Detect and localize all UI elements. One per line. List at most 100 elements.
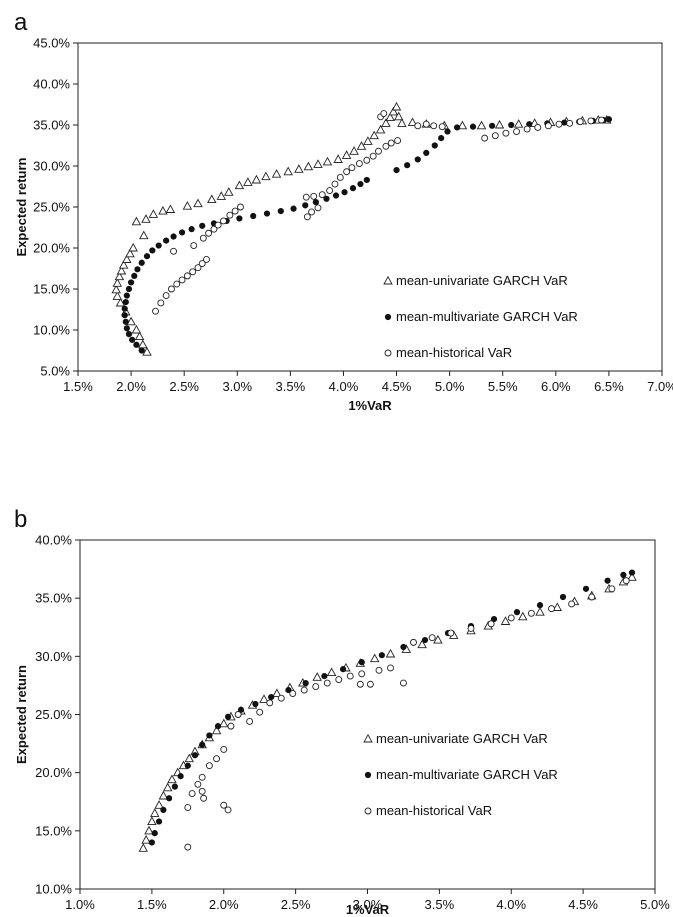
data-point — [194, 780, 202, 788]
data-point — [112, 278, 123, 287]
data-point — [165, 204, 176, 213]
plot-area — [79, 539, 656, 890]
data-point — [198, 773, 206, 781]
data-point — [393, 111, 404, 121]
data-point — [129, 336, 136, 343]
data-point — [224, 806, 232, 814]
data-point — [131, 324, 142, 334]
y-tick-label: 25.0% — [33, 200, 70, 215]
x-tick-label: 4.0% — [329, 379, 359, 394]
data-point — [566, 119, 574, 127]
data-point — [154, 800, 164, 809]
data-point — [356, 680, 364, 688]
data-point — [385, 112, 395, 122]
data-point — [128, 242, 138, 252]
legend-label: mean-univariate GARCH VaR — [376, 731, 548, 746]
legend-label: mean-historical VaR — [396, 345, 512, 360]
data-point — [205, 762, 213, 770]
data-point — [234, 180, 245, 190]
data-point — [431, 142, 438, 149]
data-point — [397, 118, 407, 127]
data-point — [404, 162, 411, 169]
data-point — [125, 285, 133, 293]
data-point — [184, 753, 194, 763]
data-point — [261, 171, 271, 181]
data-point — [513, 128, 520, 136]
data-point — [355, 160, 363, 167]
x-tick-label: 7.0% — [647, 379, 673, 394]
data-point — [308, 208, 316, 216]
data-point — [313, 159, 323, 168]
data-point — [220, 801, 228, 809]
data-point — [193, 198, 203, 208]
data-point — [167, 774, 177, 784]
data-point — [622, 577, 630, 585]
data-point — [213, 755, 221, 763]
data-point — [366, 680, 374, 688]
x-tick-label: 5.0% — [435, 379, 465, 394]
y-tick-label: 15.0% — [33, 282, 70, 297]
data-point — [348, 164, 356, 172]
y-tick-label: 35.0% — [35, 591, 72, 606]
data-point — [302, 193, 310, 201]
series-1 — [148, 569, 636, 846]
data-point — [394, 137, 402, 145]
data-point — [126, 316, 136, 326]
data-point — [417, 639, 427, 649]
data-point — [188, 790, 196, 798]
panel-label: a — [14, 9, 28, 36]
data-point — [369, 130, 379, 140]
data-point — [302, 202, 309, 209]
data-point — [400, 643, 407, 651]
data-point — [513, 119, 524, 128]
data-point — [134, 331, 145, 341]
data-point — [122, 254, 132, 263]
data-point — [544, 122, 552, 130]
legend-label: mean-historical VaR — [376, 803, 492, 818]
x-tick-label: 2.5% — [169, 379, 199, 394]
data-point — [356, 141, 367, 150]
data-point — [369, 653, 380, 663]
data-point — [627, 572, 637, 581]
data-point — [303, 161, 314, 171]
data-point — [457, 120, 468, 130]
data-point — [467, 624, 475, 632]
data-point — [277, 208, 284, 215]
data-point — [605, 116, 613, 123]
data-point — [294, 164, 304, 173]
y-tick-label: 30.0% — [33, 159, 70, 174]
data-point — [206, 732, 213, 739]
data-point — [620, 571, 627, 579]
data-point — [438, 123, 446, 131]
data-point — [407, 117, 418, 127]
data-point — [226, 211, 234, 219]
data-point — [502, 129, 510, 137]
data-point — [199, 741, 206, 748]
data-point — [363, 136, 373, 145]
data-point — [251, 174, 262, 184]
data-point — [346, 672, 354, 680]
data-point — [155, 818, 163, 825]
data-point — [387, 664, 394, 672]
x-tick-label: 6.0% — [541, 379, 571, 394]
x-tick-label: 3.0% — [353, 897, 383, 912]
data-point — [312, 198, 319, 206]
data-point — [171, 783, 178, 790]
data-point — [131, 216, 142, 226]
data-point — [491, 132, 499, 140]
data-point — [588, 593, 596, 601]
data-point — [604, 577, 611, 584]
data-point — [598, 116, 605, 124]
data-point — [518, 611, 528, 621]
data-point — [144, 825, 154, 835]
data-point — [177, 773, 184, 780]
data-point — [151, 830, 158, 837]
data-point — [170, 247, 178, 255]
data-point — [513, 609, 521, 616]
data-point — [158, 790, 169, 800]
data-point — [303, 213, 311, 221]
data-point — [323, 195, 330, 202]
data-point — [115, 297, 126, 307]
data-point — [302, 679, 309, 687]
data-point — [188, 226, 195, 233]
